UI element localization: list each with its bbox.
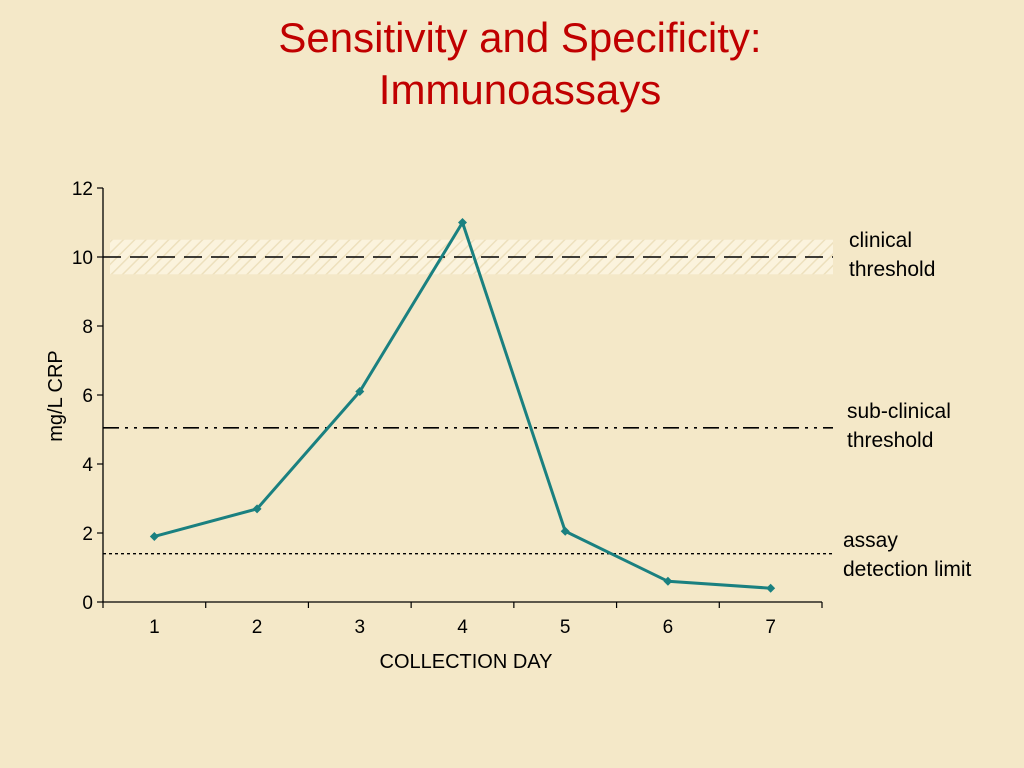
x-tick-label: 6 (663, 617, 674, 638)
y-tick-label: 0 (82, 593, 93, 614)
x-tick-label: 7 (765, 617, 776, 638)
data-point (766, 583, 776, 593)
x-axis-label: COLLECTION DAY (380, 651, 553, 673)
reference-lines (103, 256, 833, 555)
x-tick-label: 5 (560, 617, 571, 638)
axis-labels: COLLECTION DAY mg/L CRP (45, 350, 553, 673)
y-tick-label: 10 (72, 248, 93, 269)
data-point (458, 218, 467, 227)
clinical-threshold-label-line-2: threshold (849, 258, 936, 281)
data-point (252, 504, 262, 514)
y-tick-label: 2 (82, 524, 93, 545)
y-tick-label: 4 (82, 455, 93, 476)
chart-title-line-2: Immunoassays (378, 66, 662, 113)
sub-clinical-threshold-label-line-2: threshold (847, 429, 934, 452)
data-point (149, 531, 159, 541)
chart-title: Sensitivity and Specificity: Immunoassay… (0, 12, 1024, 116)
data-point (560, 526, 570, 536)
assay-detection-limit-label-line-1: assay (843, 529, 898, 552)
assay-detection-limit-label-line-2: detection limit (843, 558, 972, 581)
sub-clinical-threshold-label-line-1: sub-clinical (847, 400, 951, 423)
y-tick-label: 8 (82, 317, 93, 338)
chart-title-line-1: Sensitivity and Specificity: (278, 14, 762, 61)
assay-detection-limit-label: assay detection limit (843, 526, 971, 584)
y-tick-label: 12 (72, 179, 93, 200)
clinical-threshold-label-line-1: clinical (849, 229, 913, 252)
x-tick-label: 4 (457, 617, 468, 638)
crp-series (149, 218, 776, 593)
x-tick-label: 1 (149, 617, 160, 638)
y-tick-label: 6 (82, 386, 93, 407)
data-point (663, 576, 673, 586)
clinical-threshold-label: clinical threshold (849, 226, 935, 284)
x-tick-label: 3 (354, 617, 365, 638)
x-tick-label: 2 (252, 617, 263, 638)
sub-clinical-threshold-label: sub-clinical threshold (847, 397, 951, 455)
y-axis-label: mg/L CRP (45, 350, 67, 442)
series-line (153, 221, 771, 590)
data-point (355, 387, 365, 397)
